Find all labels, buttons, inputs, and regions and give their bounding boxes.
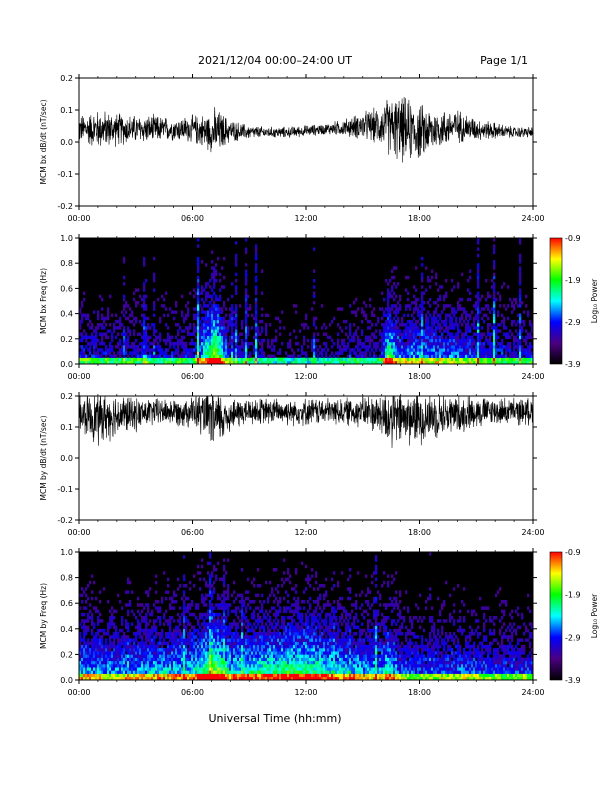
page-title: 2021/12/04 00:00–24:00 UT xyxy=(198,54,352,67)
panel-1: 00:00 06:00 12:00 18:00 24:00 -0.2 -0.1 0.0 0.1 0… xyxy=(39,74,545,223)
y-tick-label: 0.0 xyxy=(60,454,73,463)
y-tick-label: 0.8 xyxy=(60,259,73,268)
x-tick-label: 06:00 xyxy=(181,688,204,697)
colorbar-label: Log₁₀ Power xyxy=(590,593,599,638)
spectrogram xyxy=(79,238,533,364)
y-tick-label: -0.2 xyxy=(57,516,73,525)
trace-line xyxy=(79,96,533,163)
panel-2: -0.9 -1.9 -2.9 -3.9 Log₁₀ Power 00:00 06:00 12:… xyxy=(39,234,599,381)
x-tick-label: 12:00 xyxy=(294,528,317,537)
x-tick-label: 24:00 xyxy=(521,214,544,223)
x-tick-label: 12:00 xyxy=(294,688,317,697)
x-tick-label: 00:00 xyxy=(67,372,90,381)
y-axis-label: MCM bx Freq (Hz) xyxy=(39,268,48,334)
colorbar xyxy=(549,237,563,365)
x-tick-label: 12:00 xyxy=(294,214,317,223)
panel-4: -0.9 -1.9 -2.9 -3.9 Log₁₀ Power 00:00 06:00 12:… xyxy=(39,548,599,697)
y-tick-label: 0.4 xyxy=(60,625,73,634)
y-tick-label: 1.0 xyxy=(60,548,73,557)
colorbar-tick-label: -2.9 xyxy=(565,318,581,327)
y-tick-label: 0.6 xyxy=(60,284,73,293)
x-tick-label: 18:00 xyxy=(408,372,431,381)
colorbar-tick-label: -1.9 xyxy=(565,591,581,600)
x-axis-title: Universal Time (hh:mm) xyxy=(209,712,342,725)
y-tick-label: 0.2 xyxy=(60,74,73,83)
y-tick-label: 0.2 xyxy=(60,650,73,659)
y-axis-label: MCM by dB/dt (nT/sec) xyxy=(39,415,48,500)
y-tick-label: 0.1 xyxy=(60,423,73,432)
y-axis-label: MCM by Freq (Hz) xyxy=(39,583,48,649)
y-tick-label: 0.2 xyxy=(60,335,73,344)
x-tick-label: 06:00 xyxy=(181,372,204,381)
x-tick-label: 06:00 xyxy=(181,528,204,537)
y-axis-label: MCM bx dB/dt (nT/sec) xyxy=(39,99,48,184)
panel-3: 00:00 06:00 12:00 18:00 24:00 -0.2 -0.1 0.0 0.1 0… xyxy=(39,392,545,537)
x-tick-label: 00:00 xyxy=(67,688,90,697)
x-tick-label: 06:00 xyxy=(181,214,204,223)
y-tick-label: 0.0 xyxy=(60,360,73,369)
colorbar-tick-label: -3.9 xyxy=(565,360,581,369)
x-tick-label: 12:00 xyxy=(294,372,317,381)
x-tick-label: 18:00 xyxy=(408,214,431,223)
panels: 00:00 06:00 12:00 18:00 24:00 -0.2 -0.1 0.0 0.1 0… xyxy=(39,74,599,697)
y-tick-label: -0.1 xyxy=(57,485,73,494)
x-tick-label: 18:00 xyxy=(408,688,431,697)
x-tick-label: 24:00 xyxy=(521,688,544,697)
y-tick-label: 0.0 xyxy=(60,676,73,685)
y-tick-label: 1.0 xyxy=(60,234,73,243)
y-tick-label: -0.1 xyxy=(57,170,73,179)
y-tick-label: 0.1 xyxy=(60,106,73,115)
colorbar-tick-label: -2.9 xyxy=(565,633,581,642)
y-tick-label: 0.2 xyxy=(60,392,73,401)
y-tick-label: 0.0 xyxy=(60,138,73,147)
colorbar-tick-label: -1.9 xyxy=(565,276,581,285)
colorbar-tick-label: -0.9 xyxy=(565,548,581,557)
spectrogram xyxy=(79,552,533,680)
colorbar xyxy=(549,551,563,681)
y-tick-label: 0.4 xyxy=(60,310,73,319)
colorbar-label: Log₁₀ Power xyxy=(590,278,599,323)
x-tick-label: 00:00 xyxy=(67,214,90,223)
y-tick-label: 0.8 xyxy=(60,574,73,583)
plot-frame xyxy=(78,77,534,207)
y-tick-label: 0.6 xyxy=(60,599,73,608)
x-tick-label: 24:00 xyxy=(521,372,544,381)
colorbar-tick-label: -3.9 xyxy=(565,676,581,685)
x-tick-label: 00:00 xyxy=(67,528,90,537)
page-number: Page 1/1 xyxy=(480,54,528,67)
x-tick-label: 24:00 xyxy=(521,528,544,537)
y-tick-label: -0.2 xyxy=(57,202,73,211)
x-tick-label: 18:00 xyxy=(408,528,431,537)
trace-line xyxy=(79,396,533,448)
colorbar-tick-label: -0.9 xyxy=(565,234,581,243)
